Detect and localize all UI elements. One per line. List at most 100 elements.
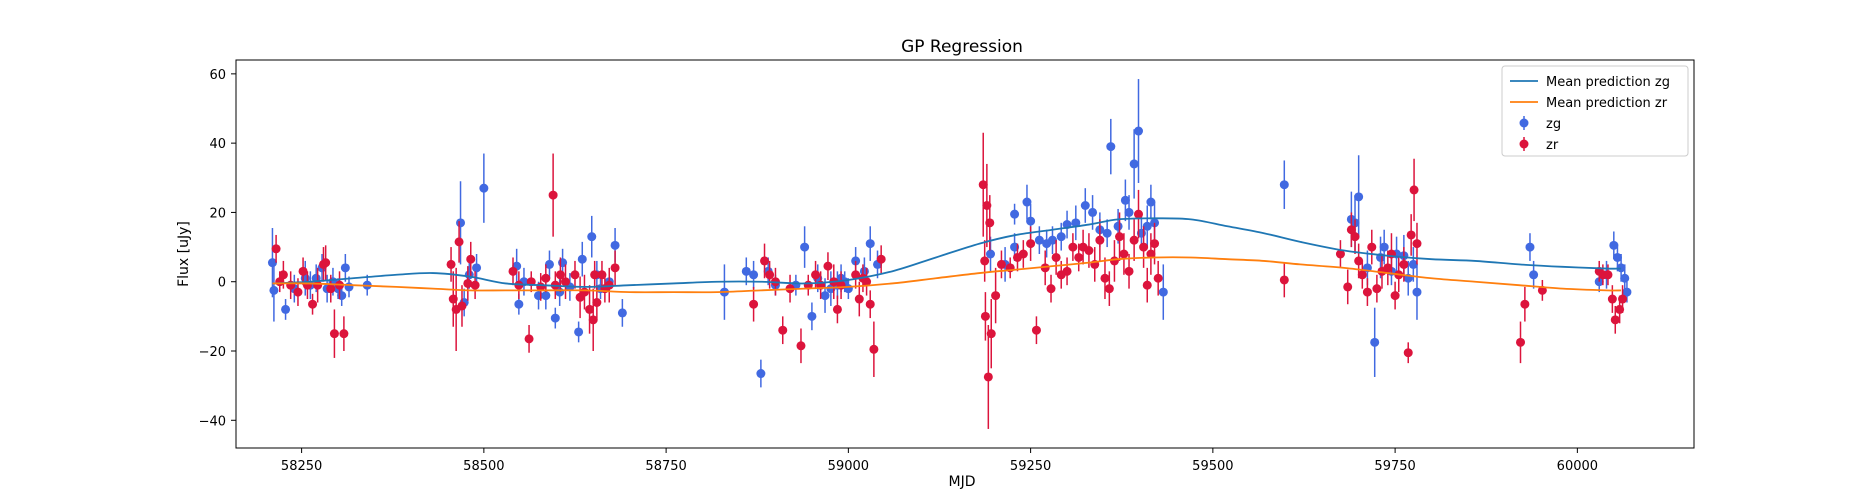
data-point — [1403, 348, 1413, 358]
x-axis-label: MJD — [949, 474, 976, 490]
data-point — [588, 315, 598, 325]
data-point — [991, 291, 1001, 301]
data-point — [1362, 287, 1372, 297]
data-point — [1354, 256, 1364, 266]
data-point — [1047, 235, 1057, 245]
data-point — [278, 270, 288, 280]
data-point — [1406, 230, 1416, 240]
y-tick-label: 40 — [209, 137, 226, 152]
data-point — [1370, 337, 1380, 347]
y-tick-label: 20 — [209, 206, 226, 221]
data-point — [1080, 201, 1090, 210]
data-point — [1100, 273, 1110, 283]
x-tick-label: 60000 — [1557, 459, 1598, 474]
data-point — [1357, 270, 1367, 280]
y-tick-label: 0 — [218, 276, 226, 291]
data-point — [1134, 209, 1144, 219]
data-point — [1383, 263, 1393, 273]
data-point — [1051, 252, 1061, 262]
data-point — [865, 299, 875, 309]
data-point — [1412, 287, 1422, 297]
legend-label: zg — [1546, 117, 1561, 132]
data-point — [1084, 246, 1094, 256]
data-point — [1372, 284, 1382, 294]
data-point — [1134, 126, 1144, 136]
data-point — [978, 180, 988, 190]
data-point — [1279, 180, 1289, 190]
data-point — [541, 273, 551, 283]
data-point — [1520, 299, 1530, 309]
data-point — [271, 244, 281, 254]
y-axis: −40 −20 0 20 40 60 — [199, 68, 236, 429]
data-point — [1056, 232, 1066, 242]
data-point — [1146, 197, 1156, 207]
data-point — [1618, 294, 1628, 304]
data-point — [298, 266, 308, 276]
data-point — [610, 240, 620, 250]
data-point — [1350, 232, 1360, 242]
data-point — [1607, 294, 1617, 304]
data-point — [337, 291, 347, 301]
data-point — [456, 218, 466, 228]
data-point — [778, 325, 788, 335]
data-point — [854, 294, 864, 304]
data-point — [1113, 221, 1123, 231]
data-point — [1068, 242, 1078, 252]
data-point — [1150, 239, 1160, 249]
data-point — [851, 270, 861, 280]
data-point — [1335, 249, 1345, 259]
data-point — [544, 259, 554, 269]
data-point — [470, 280, 480, 290]
y-tick-label: −40 — [199, 414, 226, 429]
data-point — [1525, 242, 1535, 252]
data-point — [1158, 287, 1168, 297]
data-point — [1088, 207, 1098, 217]
data-point — [339, 329, 349, 339]
data-point — [570, 270, 580, 280]
data-point — [862, 277, 872, 287]
data-point — [1346, 225, 1356, 235]
data-point — [1142, 280, 1152, 290]
data-point — [1010, 209, 1020, 219]
series-line-Mean prediction zg — [272, 217, 1622, 288]
data-point — [1104, 284, 1114, 294]
data-point — [592, 298, 602, 307]
data-point — [479, 183, 489, 193]
data-point — [1146, 249, 1156, 259]
legend-swatch-marker — [1519, 139, 1529, 149]
data-point — [508, 266, 518, 276]
axes-frame — [235, 59, 1695, 449]
data-point — [590, 270, 600, 280]
data-point — [1120, 195, 1130, 205]
data-point — [749, 270, 759, 280]
data-point — [1409, 185, 1419, 195]
data-point — [986, 249, 996, 259]
data-point — [832, 304, 842, 314]
data-point — [985, 218, 995, 228]
data-point — [267, 258, 277, 268]
data-point — [1609, 240, 1619, 250]
data-point — [326, 284, 336, 294]
data-point — [1529, 270, 1539, 280]
x-tick-label: 59500 — [1192, 459, 1233, 474]
data-point — [1379, 242, 1389, 252]
data-point — [1129, 235, 1139, 245]
data-point — [1022, 197, 1032, 207]
data-point — [1412, 239, 1422, 249]
data-point — [1408, 259, 1418, 269]
data-point — [340, 263, 350, 273]
data-point — [610, 263, 620, 273]
data-point — [807, 311, 817, 321]
data-point — [1279, 275, 1289, 285]
data-point — [463, 278, 473, 288]
data-point — [1040, 263, 1050, 273]
data-point — [796, 341, 806, 351]
data-point — [980, 311, 990, 321]
data-point — [541, 291, 551, 301]
legend: Mean prediction zg Mean prediction zr zg zr — [1501, 65, 1689, 157]
x-axis: 58250 58500 58750 59000 59250 59500 59750 60000 — [281, 448, 1598, 474]
data-point — [749, 299, 759, 309]
data-point — [1153, 273, 1163, 283]
data-point — [1102, 228, 1112, 238]
data-point — [550, 313, 560, 323]
